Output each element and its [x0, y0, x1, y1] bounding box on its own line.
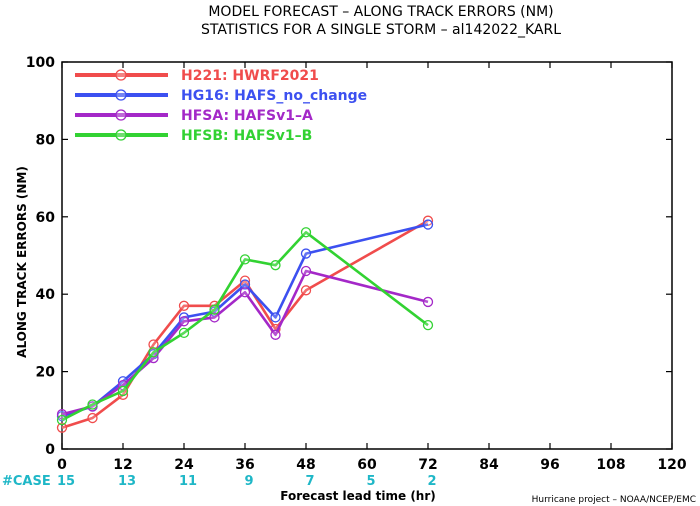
y-tick-label: 60 — [36, 210, 56, 226]
data-point — [209, 312, 220, 323]
x-tick-label: 96 — [540, 457, 559, 473]
series-layer — [56, 215, 434, 433]
series-line — [61, 223, 429, 418]
data-point — [209, 304, 220, 315]
x-tick-label: 72 — [418, 457, 437, 473]
data-point — [270, 329, 281, 340]
legend-item: H221: HWRF2021 — [75, 68, 319, 84]
data-point — [239, 287, 251, 298]
x-tick-label: 36 — [235, 457, 254, 473]
case-count-value: 7 — [305, 474, 314, 489]
data-point — [422, 320, 434, 331]
series-3 — [56, 227, 434, 426]
y-tick-label: 20 — [36, 365, 56, 381]
legend: H221: HWRF2021 HG16: HAFS_no_change HFSA: … — [75, 68, 367, 144]
legend-label: HFSB: HAFSv1–B — [181, 128, 312, 144]
case-count-value: 9 — [244, 474, 253, 489]
legend-item: HFSB: HAFSv1–B — [75, 128, 312, 144]
legend-marker — [115, 89, 127, 101]
legend-label: H221: HWRF2021 — [181, 68, 319, 84]
y-axis: 0 20 40 60 80 100 — [26, 55, 672, 458]
data-point — [300, 248, 312, 259]
data-point — [178, 316, 190, 327]
x-axis-label: Forecast lead time (hr) — [280, 489, 436, 503]
x-tick-label: 24 — [174, 457, 194, 473]
case-count-value: 2 — [427, 474, 436, 489]
x-tick-label: 108 — [596, 457, 625, 473]
data-point — [178, 327, 190, 339]
legend-marker — [115, 109, 127, 121]
case-count-value: 15 — [57, 474, 75, 489]
legend-label: HFSA: HAFSv1–A — [181, 108, 313, 124]
x-tick-label: 48 — [296, 457, 315, 473]
credit-text: Hurricane project – NOAA/NCEP/EMC — [532, 495, 696, 505]
data-point — [300, 285, 312, 296]
data-point — [239, 254, 251, 265]
case-counts: #CASE 15 13 11 9 7 5 2 — [2, 474, 437, 489]
x-tick-label: 0 — [57, 457, 67, 473]
series-2 — [56, 265, 434, 420]
legend-label: HG16: HAFS_no_change — [181, 88, 367, 104]
data-point — [270, 260, 281, 271]
data-point — [270, 312, 281, 323]
legend-marker — [115, 129, 127, 141]
case-count-value: 13 — [118, 474, 136, 489]
series-line — [61, 231, 429, 422]
data-point — [87, 412, 98, 424]
data-point — [56, 414, 68, 426]
data-point — [87, 399, 98, 410]
x-tick-label: 120 — [657, 457, 686, 473]
data-point — [148, 347, 159, 358]
data-point — [117, 385, 129, 397]
y-axis-label: ALONG TRACK ERRORS (NM) — [15, 166, 29, 358]
data-point — [422, 219, 434, 230]
y-tick-label: 80 — [36, 132, 56, 148]
legend-marker — [115, 69, 127, 81]
data-point — [300, 265, 312, 277]
data-point — [300, 227, 312, 238]
y-tick-label: 0 — [45, 442, 55, 458]
legend-item: HFSA: HAFSv1–A — [75, 108, 313, 124]
y-tick-label: 100 — [26, 55, 55, 71]
data-point — [148, 339, 159, 350]
data-point — [178, 300, 190, 311]
y-tick-label: 40 — [36, 287, 56, 303]
x-axis: 0 12 24 36 48 60 72 84 96 108 120 — [57, 62, 687, 473]
case-count-value: 11 — [179, 474, 197, 489]
case-count-value: 5 — [366, 474, 375, 489]
legend-item: HG16: HAFS_no_change — [75, 88, 367, 104]
data-point — [239, 279, 251, 290]
data-point — [422, 296, 434, 308]
data-point — [56, 422, 68, 433]
series-line — [61, 219, 429, 429]
x-tick-label: 60 — [357, 457, 377, 473]
series-0 — [56, 215, 434, 433]
chart-title: MODEL FORECAST – ALONG TRACK ERRORS (NM) — [208, 4, 553, 20]
case-count-label: #CASE — [2, 474, 51, 489]
x-tick-label: 12 — [113, 457, 132, 473]
series-line — [61, 269, 429, 416]
chart-subtitle: STATISTICS FOR A SINGLE STORM – al142022… — [201, 22, 561, 38]
x-tick-label: 84 — [479, 457, 499, 473]
